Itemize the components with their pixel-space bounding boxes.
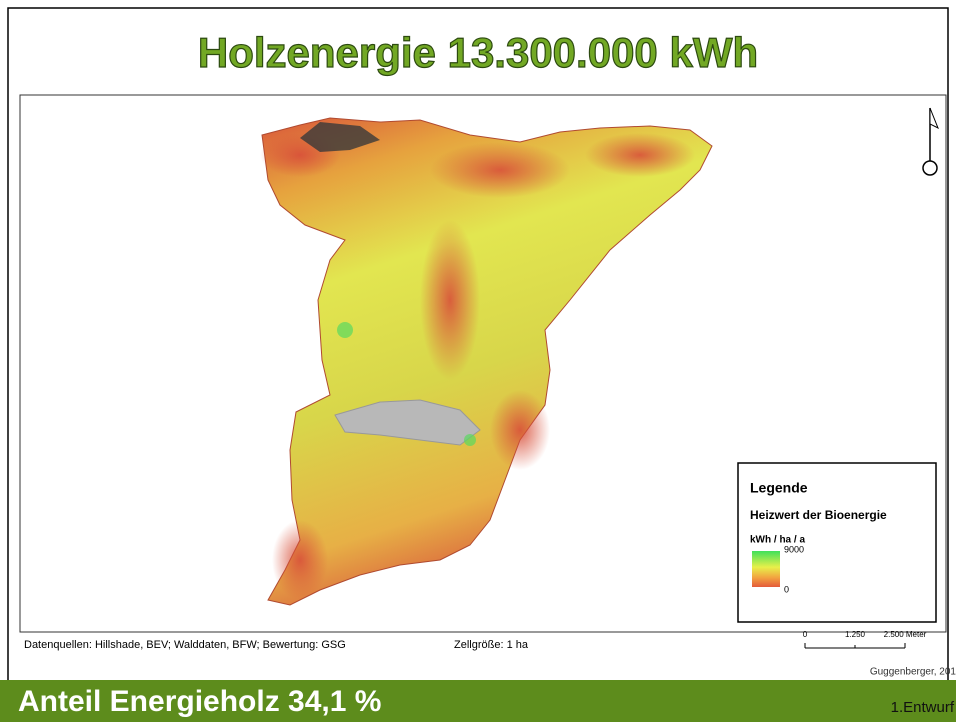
terrain-patch xyxy=(464,434,476,446)
terrain-patch xyxy=(420,220,480,380)
slide-title: Holzenergie 13.300.000 kWh xyxy=(198,29,758,76)
footer-text: Anteil Energieholz 34,1 % xyxy=(18,685,381,718)
slide: Holzenergie 13.300.000 kWh Legende Heizw… xyxy=(0,0,956,722)
legend-min: 0 xyxy=(784,584,789,594)
terrain-patch xyxy=(272,520,328,600)
credit: Guggenberger, 201 xyxy=(870,667,956,678)
terrain-patch xyxy=(585,133,695,177)
page: Holzenergie 13.300.000 kWh Legende Heizw… xyxy=(0,0,956,722)
scale-label: 1.250 xyxy=(845,630,866,639)
cell-size: Zellgröße: 1 ha xyxy=(454,639,529,651)
scale-label: 0 xyxy=(803,630,808,639)
footer-version: 1.Entwurf xyxy=(891,699,955,716)
legend-gradient xyxy=(752,551,780,587)
legend-subtitle: Heizwert der Bioenergie xyxy=(750,508,887,522)
terrain-patch xyxy=(430,142,570,198)
legend-max: 9000 xyxy=(784,544,804,554)
data-sources: Datenquellen: Hillshade, BEV; Walddaten,… xyxy=(24,639,346,651)
terrain-patch xyxy=(490,390,550,470)
legend-title: Legende xyxy=(750,480,808,496)
scale-label: 2.500 Meter xyxy=(884,630,927,639)
terrain-patch xyxy=(337,322,353,338)
